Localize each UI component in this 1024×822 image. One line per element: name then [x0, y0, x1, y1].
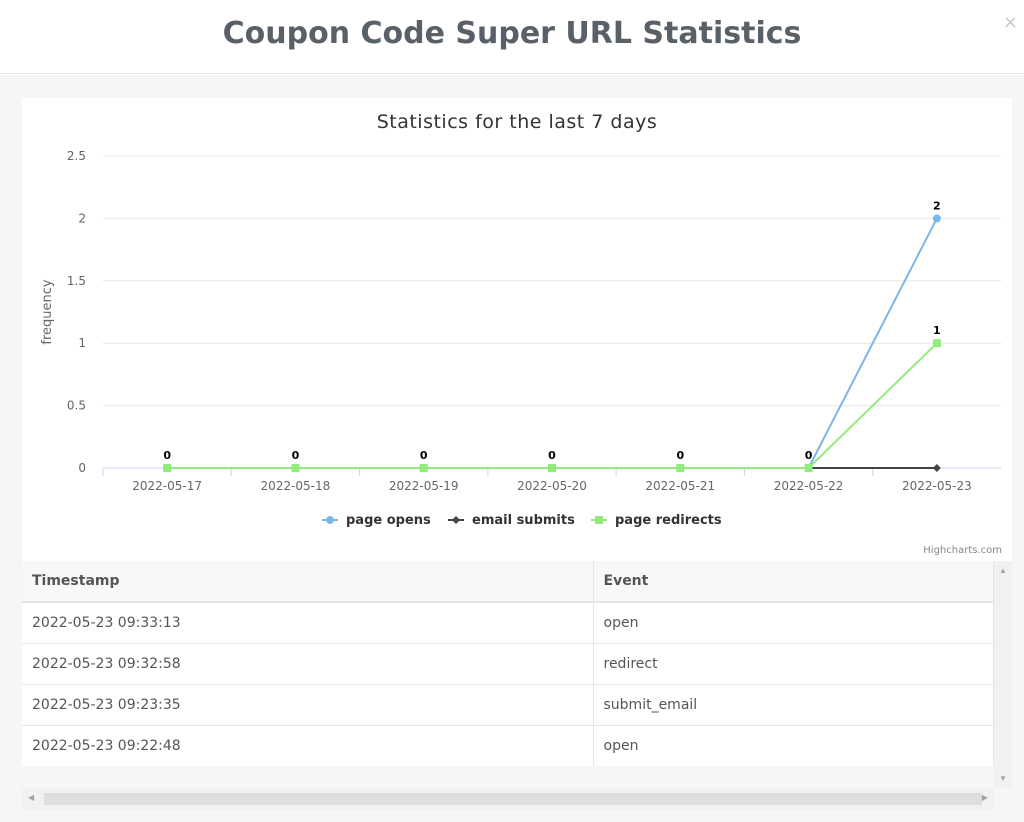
event-cell: submit_email [593, 684, 994, 726]
table-row: 2022-05-23 09:22:48 open [22, 725, 994, 766]
legend-item-email-submits[interactable]: email submits [472, 513, 575, 528]
table-header-row: Timestamp Event [22, 561, 994, 603]
modal-body: Statistics for the last 7 days 0 0.5 1 1.5 2 2… [0, 75, 1024, 822]
x-tick-label: 2022-05-23 [902, 479, 972, 493]
timestamp-cell: 2022-05-23 09:32:58 [22, 643, 594, 685]
event-cell: redirect [593, 643, 994, 685]
data-point [291, 464, 300, 472]
x-tick-label: 2022-05-20 [517, 479, 587, 493]
horizontal-scroll-thumb[interactable] [44, 793, 982, 805]
x-tick-label: 2022-05-22 [774, 479, 844, 493]
x-tick-label: 2022-05-19 [389, 479, 459, 493]
legend-item-page-redirects[interactable]: page redirects [615, 513, 722, 528]
horizontal-scrollbar[interactable]: ◀ ▶ [22, 788, 994, 810]
data-label: 0 [292, 449, 300, 462]
chart-title: Statistics for the last 7 days [377, 111, 658, 133]
table-row: 2022-05-23 09:23:35 submit_email [22, 684, 994, 726]
event-cell: open [593, 725, 994, 766]
data-point [932, 214, 941, 223]
close-icon[interactable]: × [1002, 12, 1018, 33]
x-tick-label: 2022-05-17 [132, 479, 202, 493]
data-label: 2 [933, 199, 941, 212]
data-point [804, 464, 813, 472]
data-point [548, 464, 556, 472]
column-header-event[interactable]: Event [593, 561, 994, 603]
timestamp-cell: 2022-05-23 09:22:48 [22, 725, 594, 766]
events-table-container[interactable]: Timestamp Event 2022-05-23 09:33:13 open… [22, 561, 994, 766]
scroll-right-icon[interactable]: ▶ [981, 793, 988, 802]
data-label: 0 [163, 449, 171, 462]
legend-marker [326, 516, 334, 524]
timestamp-cell: 2022-05-23 09:23:35 [22, 684, 594, 726]
legend-item-page-opens[interactable]: page opens [346, 513, 431, 528]
modal-header: Coupon Code Super URL Statistics × [0, 0, 1024, 74]
data-label: 0 [548, 449, 556, 462]
y-tick-label: 0 [78, 461, 86, 475]
data-point [932, 339, 941, 348]
scroll-up-icon[interactable]: ▲ [999, 566, 1007, 575]
line-chart: Statistics for the last 7 days 0 0.5 1 1.5 2 2… [40, 111, 1002, 556]
chart-credits: Highcharts.com [923, 545, 1002, 556]
table-row: 2022-05-23 09:33:13 open [22, 602, 994, 644]
y-tick-label: 2.5 [67, 149, 86, 163]
modal-title: Coupon Code Super URL Statistics [222, 16, 802, 51]
y-tick-label: 0.5 [67, 399, 86, 413]
data-point [419, 464, 428, 472]
legend-marker [452, 516, 460, 524]
x-tick-label: 2022-05-21 [645, 479, 715, 493]
table-row: 2022-05-23 09:32:58 redirect [22, 643, 994, 685]
data-label: 0 [420, 449, 428, 462]
y-axis-title: frequency [40, 279, 55, 345]
data-label: 0 [676, 449, 684, 462]
data-label: 1 [933, 324, 941, 337]
data-point [676, 464, 685, 472]
column-header-timestamp[interactable]: Timestamp [22, 561, 594, 603]
scroll-left-icon[interactable]: ◀ [28, 793, 35, 802]
timestamp-cell: 2022-05-23 09:33:13 [22, 602, 594, 644]
vertical-scrollbar[interactable]: ▲ ▼ [994, 561, 1012, 788]
events-table: Timestamp Event 2022-05-23 09:33:13 open… [22, 561, 994, 766]
data-point [163, 464, 172, 472]
event-cell: open [593, 602, 994, 644]
chart-panel: Statistics for the last 7 days 0 0.5 1 1.5 2 2… [22, 98, 1012, 562]
x-tick-label: 2022-05-18 [261, 479, 331, 493]
y-tick-label: 2 [78, 211, 86, 225]
data-point [932, 464, 941, 472]
y-tick-label: 1 [78, 336, 86, 350]
scroll-down-icon[interactable]: ▼ [999, 774, 1007, 783]
data-label: 0 [805, 449, 813, 462]
y-tick-label: 1.5 [67, 274, 86, 288]
legend-marker [595, 516, 603, 524]
